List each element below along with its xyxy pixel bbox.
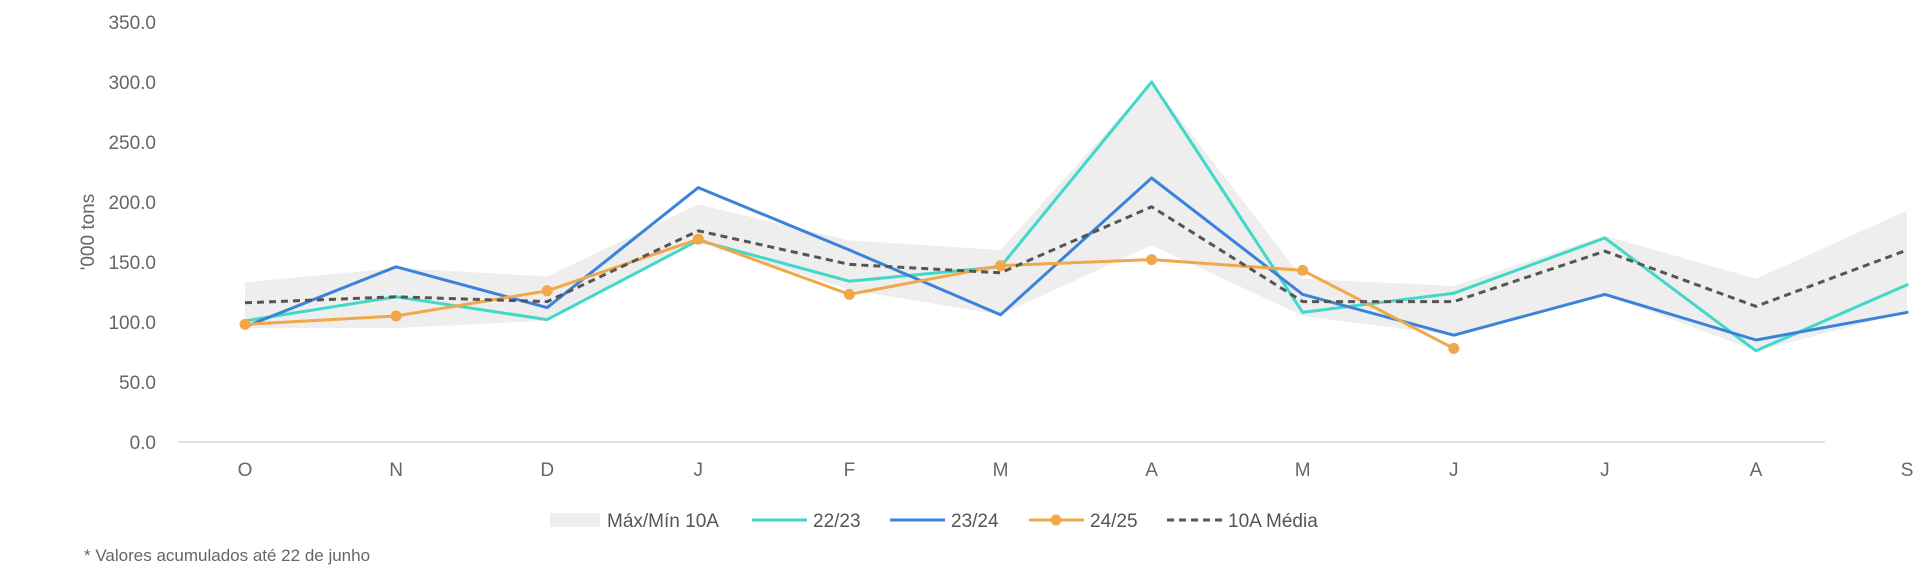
x-tick-label: A [1750, 460, 1763, 481]
axis-layer: 0.0 50.0 100.0 150.0 200.0 250.0 300.0 350.0 O N D… [78, 13, 1913, 481]
legend-label-2: 24/25 [1090, 511, 1138, 532]
series-point-2 [995, 260, 1006, 272]
x-tick-label: N [389, 460, 403, 481]
series-point-2 [390, 310, 402, 322]
x-tick-label: J [1449, 460, 1459, 481]
y-tick-label: 250.0 [108, 133, 156, 154]
band-layer [245, 82, 1908, 351]
legend: Máx/Mín 10A 22/23 23/24 24/25 10A Média [550, 511, 1318, 532]
x-tick-label: J [694, 460, 704, 481]
band-area [245, 82, 1908, 351]
series-line-0 [243, 80, 1909, 353]
x-tick-label: J [1600, 460, 1610, 481]
x-tick-label: D [540, 460, 554, 481]
y-tick-label: 0.0 [130, 433, 156, 454]
y-tick-label: 200.0 [108, 193, 156, 214]
x-tick-label: O [238, 460, 253, 481]
x-tick-label: S [1901, 460, 1914, 481]
footnote: * Valores acumulados até 22 de junho [84, 546, 371, 565]
legend-label-0: 22/23 [813, 511, 861, 532]
series-point-2 [541, 285, 553, 297]
y-tick-label: 100.0 [108, 313, 156, 334]
series-point-2 [1146, 254, 1158, 266]
y-axis-label: '000 tons [78, 194, 99, 271]
legend-swatch-band [550, 513, 600, 527]
y-tick-label: 150.0 [108, 253, 156, 274]
legend-label-1: 23/24 [951, 511, 999, 532]
series-point-2 [1297, 264, 1309, 276]
legend-marker-2 [1050, 514, 1062, 526]
x-tick-label: F [844, 460, 856, 481]
y-tick-label: 350.0 [108, 13, 156, 34]
series-layer [239, 80, 1909, 354]
legend-label-3: 10A Média [1228, 511, 1318, 532]
legend-label-band: Máx/Mín 10A [607, 511, 719, 532]
x-tick-label: A [1145, 460, 1158, 481]
series-point-2 [1448, 342, 1460, 354]
x-tick-label: M [993, 460, 1009, 481]
x-tick-label: M [1295, 460, 1311, 481]
series-point-2 [692, 233, 704, 245]
y-tick-label: 50.0 [119, 373, 156, 394]
series-point-2 [239, 318, 251, 330]
series-line-3 [244, 205, 1908, 308]
y-tick-label: 300.0 [108, 73, 156, 94]
series-point-2 [843, 288, 855, 300]
